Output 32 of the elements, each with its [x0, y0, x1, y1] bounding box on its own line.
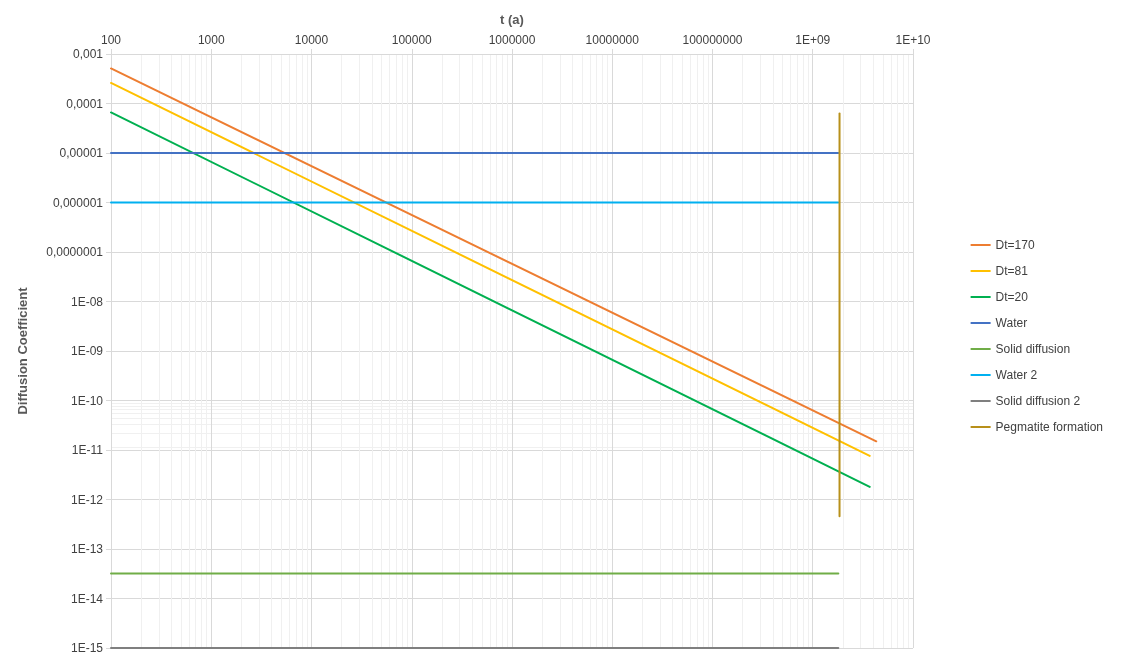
y-tick-label: 0,001 — [72, 47, 104, 61]
y-axis-title: Diffusion Coefficient — [15, 286, 30, 415]
x-tick-label: 1E+09 — [795, 33, 831, 47]
y-tick-label: 1E-08 — [70, 294, 104, 309]
x-tick-label: 1000000 — [488, 33, 536, 47]
legend-label: Dt=20 — [995, 290, 1029, 304]
y-tick-label: 0,00001 — [59, 146, 104, 160]
y-tick-label: 0,0001 — [66, 96, 104, 111]
x-tick-label: 100000 — [391, 33, 433, 47]
legend-label: Solid diffusion — [995, 342, 1071, 356]
y-tick-label: 1E-15 — [70, 641, 104, 655]
legend-label: Dt=81 — [995, 264, 1029, 278]
x-tick-label: 10000 — [294, 33, 329, 47]
legend-label: Pegmatite formation — [995, 420, 1104, 434]
y-tick-label: 1E-12 — [70, 492, 104, 507]
x-tick-label: 1000 — [197, 33, 225, 47]
legend-label: Dt=170 — [995, 238, 1035, 252]
x-tick-label: 100000000 — [682, 33, 743, 47]
x-tick-label: 10000000 — [585, 33, 640, 47]
y-tick-label: 0,000001 — [52, 195, 104, 210]
x-axis-title: t (a) — [500, 12, 524, 27]
legend-label: Solid diffusion 2 — [995, 394, 1081, 408]
y-tick-label: 0,0000001 — [46, 245, 104, 259]
y-tick-label: 1E-09 — [70, 344, 104, 358]
y-tick-label: 1E-14 — [70, 591, 104, 606]
legend-label: Water 2 — [995, 368, 1038, 382]
x-tick-label: 100 — [100, 33, 122, 47]
y-tick-label: 1E-10 — [70, 393, 104, 408]
y-tick-label: 1E-11 — [71, 443, 104, 457]
legend-label: Water — [995, 316, 1028, 330]
x-tick-label: 1E+10 — [895, 33, 931, 47]
y-tick-label: 1E-13 — [70, 542, 104, 556]
